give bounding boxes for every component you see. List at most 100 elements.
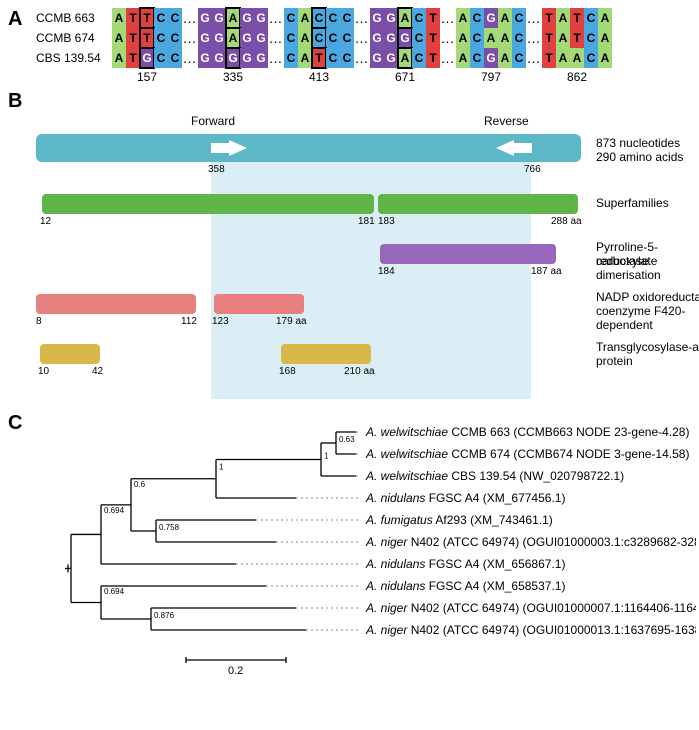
ellipsis: … <box>354 10 370 26</box>
reverse-label: Reverse <box>484 114 529 128</box>
alignment-cell: A <box>556 8 570 28</box>
trans-bar2 <box>281 344 371 364</box>
alignment-cell: T <box>126 8 140 28</box>
t-n3: 168 <box>279 366 296 377</box>
alignment-cell: G <box>370 28 384 48</box>
alignment-cell: T <box>570 8 584 28</box>
alignment-cell: C <box>154 48 168 68</box>
phylo-tree: A. welwitschiae CCMB 663 (CCMB663 NODE 2… <box>36 418 696 688</box>
superfam-bar1 <box>42 194 374 214</box>
svg-text:0.63: 0.63 <box>339 435 355 444</box>
alignment-cell: G <box>240 28 254 48</box>
t-n2: 42 <box>92 366 103 377</box>
alignment-cell: C <box>340 28 354 48</box>
nadp-bar2 <box>214 294 304 314</box>
alignment-cell: T <box>426 28 440 48</box>
alignment-cell: A <box>112 8 126 28</box>
alignment-block: ATGCC <box>112 48 182 68</box>
alignment-block: GGGGG <box>198 48 268 68</box>
fwd-num: 358 <box>208 164 225 175</box>
alignment-cell: T <box>426 48 440 68</box>
superfam-bar2 <box>378 194 578 214</box>
alignment-cell: G <box>254 28 268 48</box>
taxon-label: A. nidulans FGSC A4 (XM_677456.1) <box>365 491 565 505</box>
alignment-cell: A <box>598 28 612 48</box>
ellipsis: … <box>440 10 456 26</box>
nadp-bar1 <box>36 294 196 314</box>
alignment-cell: C <box>312 28 326 48</box>
alignment-cell: C <box>412 28 426 48</box>
trans-cap1: Transglycosylase-associated <box>596 340 699 354</box>
alignment-cell: A <box>598 8 612 28</box>
alignment-cell: T <box>126 48 140 68</box>
ellipsis: … <box>268 50 284 66</box>
gene-caption1: 873 nucleotides <box>596 136 699 150</box>
pyrroline-bar <box>380 244 556 264</box>
alignment-cell: A <box>598 48 612 68</box>
alignment-block: TAACA <box>542 48 612 68</box>
pyr-n2: 187 aa <box>531 266 562 277</box>
alignment-block: GGGCT <box>370 28 440 48</box>
alignment-cell: G <box>226 48 240 68</box>
ellipsis: … <box>440 30 456 46</box>
rev-arrow-icon <box>496 140 514 156</box>
shaded-region <box>211 134 531 399</box>
alignment-cell: A <box>398 8 412 28</box>
alignment-block: GGACT <box>370 8 440 28</box>
ellipsis: … <box>526 50 542 66</box>
alignment-cell: C <box>326 48 340 68</box>
rev-num: 766 <box>524 164 541 175</box>
position-label: 671 <box>370 70 440 84</box>
rev-arrow-stem <box>514 143 532 153</box>
alignment-rows: CCMB 663ATTCC…GGAGG…CACCC…GGACT…ACGAC…TA… <box>36 8 691 68</box>
alignment-cell: A <box>226 8 240 28</box>
superfam-caption: Superfamilies <box>596 196 699 210</box>
alignment-cell: G <box>370 48 384 68</box>
taxon-label: A. niger N402 (ATCC 64974) (OGUI01000007… <box>365 601 696 615</box>
alignment-cell: C <box>470 8 484 28</box>
alignment-cell: C <box>412 8 426 28</box>
panel-c-label: C <box>8 412 22 435</box>
alignment-block: TATCA <box>542 8 612 28</box>
alignment-positions: 157335413671797862 <box>36 70 691 84</box>
alignment-block: CACCC <box>284 28 354 48</box>
row-label: CCMB 674 <box>36 31 112 45</box>
panel-a-label: A <box>8 8 22 31</box>
alignment-cell: A <box>498 48 512 68</box>
ellipsis: … <box>268 10 284 26</box>
svg-text:0.2: 0.2 <box>228 665 243 677</box>
alignment-cell: G <box>254 48 268 68</box>
forward-label: Forward <box>191 114 235 128</box>
panel-b-label: B <box>8 90 22 113</box>
svg-text:1: 1 <box>219 463 224 472</box>
alignment-cell: T <box>542 8 556 28</box>
trans-bar1 <box>40 344 100 364</box>
position-label: 335 <box>198 70 268 84</box>
alignment-cell: C <box>412 48 426 68</box>
alignment-cell: A <box>456 8 470 28</box>
nadp-cap2: coenzyme F420-dependent <box>596 304 699 332</box>
alignment-cell: C <box>168 8 182 28</box>
svg-text:0.6: 0.6 <box>134 480 146 489</box>
alignment-cell: C <box>326 8 340 28</box>
alignment-cell: A <box>556 48 570 68</box>
taxon-label: A. welwitschiae CCMB 674 (CCMB674 NODE 3… <box>365 447 689 461</box>
ellipsis: … <box>268 30 284 46</box>
alignment-cell: C <box>512 28 526 48</box>
alignment-cell: T <box>570 28 584 48</box>
alignment-cell: G <box>240 48 254 68</box>
svg-text:1: 1 <box>324 452 329 461</box>
alignment-cell: G <box>140 48 154 68</box>
alignment-block: ATTCC <box>112 8 182 28</box>
panel-a: A CCMB 663ATTCC…GGAGG…CACCC…GGACT…ACGAC…… <box>8 8 691 84</box>
alignment-block: ACGAC <box>456 48 526 68</box>
sf-n3: 183 <box>378 216 395 227</box>
alignment-cell: C <box>284 48 298 68</box>
alignment-cell: G <box>240 8 254 28</box>
pyr-cap2: reductase dimerisation <box>596 254 699 282</box>
alignment-cell: A <box>456 28 470 48</box>
alignment-cell: G <box>398 28 412 48</box>
alignment-cell: G <box>212 48 226 68</box>
alignment-cell: C <box>340 8 354 28</box>
alignment-cell: A <box>398 48 412 68</box>
